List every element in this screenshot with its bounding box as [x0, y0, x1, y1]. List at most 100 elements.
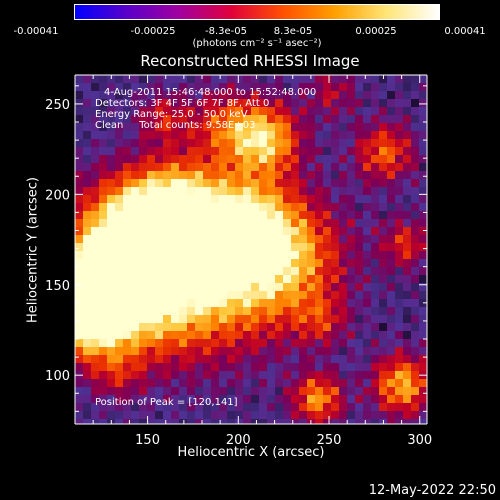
heatmap-cell — [75, 299, 84, 308]
heatmap-cell — [155, 371, 164, 380]
heatmap-cell — [339, 259, 348, 268]
heatmap-cell — [323, 259, 332, 268]
heatmap-cell — [323, 83, 332, 92]
heatmap-cell — [299, 307, 308, 316]
heatmap-cell — [163, 243, 172, 252]
heatmap-cell — [243, 171, 252, 180]
heatmap-cell — [99, 123, 108, 132]
heatmap-cell — [419, 99, 427, 108]
heatmap-cell — [91, 147, 100, 156]
heatmap-cell — [403, 315, 412, 324]
heatmap-cell — [419, 291, 427, 300]
heatmap-cell — [187, 115, 196, 124]
heatmap-cell — [163, 91, 172, 100]
heatmap-cell — [227, 339, 236, 348]
heatmap-cell — [371, 267, 380, 276]
heatmap-cell — [275, 179, 284, 188]
heatmap-cell — [259, 123, 268, 132]
heatmap-cell — [355, 291, 364, 300]
heatmap-cell — [323, 147, 332, 156]
heatmap-cell — [171, 171, 180, 180]
heatmap-cell — [419, 163, 427, 172]
y-tick-label: 250 — [45, 98, 70, 113]
heatmap-cell — [299, 99, 308, 108]
heatmap-cell — [331, 419, 340, 424]
heatmap-cell — [99, 291, 108, 300]
heatmap-cell — [339, 339, 348, 348]
heatmap-cell — [171, 419, 180, 424]
heatmap-cell — [107, 131, 116, 140]
heatmap-cell — [291, 195, 300, 204]
heatmap-cell — [75, 387, 84, 396]
heatmap-cell — [131, 107, 140, 116]
heatmap-cell — [379, 315, 388, 324]
heatmap-cell — [187, 283, 196, 292]
heatmap-cell — [195, 75, 204, 84]
heatmap-cell — [283, 339, 292, 348]
heatmap-cell — [131, 379, 140, 388]
heatmap-cell — [339, 323, 348, 332]
heatmap-cell — [155, 227, 164, 236]
heatmap-cell — [251, 411, 260, 420]
heatmap-cell — [187, 299, 196, 308]
heatmap-cell — [307, 323, 316, 332]
heatmap-cell — [227, 131, 236, 140]
heatmap-cell — [123, 371, 132, 380]
heatmap-cell — [75, 259, 84, 268]
heatmap-cell — [315, 275, 324, 284]
heatmap-cell — [83, 251, 92, 260]
heatmap-cell — [123, 219, 132, 228]
heatmap-cell — [411, 291, 420, 300]
heatmap-cell — [147, 347, 156, 356]
heatmap-cell — [355, 339, 364, 348]
heatmap-cell — [267, 179, 276, 188]
heatmap-cell — [107, 195, 116, 204]
heatmap-cell — [267, 419, 276, 424]
heatmap-cell — [347, 275, 356, 284]
heatmap-cell — [403, 395, 412, 404]
heatmap-cell — [259, 75, 268, 84]
heatmap-cell — [91, 395, 100, 404]
heatmap-cell — [267, 147, 276, 156]
heatmap-cell — [131, 395, 140, 404]
heatmap-cell — [195, 331, 204, 340]
heatmap-cell — [163, 283, 172, 292]
heatmap-cell — [331, 307, 340, 316]
heatmap-cell — [115, 379, 124, 388]
heatmap-cell — [107, 83, 116, 92]
heatmap-cell — [323, 347, 332, 356]
heatmap-cell — [387, 219, 396, 228]
heatmap-cell — [395, 75, 404, 84]
heatmap-cell — [91, 235, 100, 244]
heatmap-cell — [251, 147, 260, 156]
heatmap-cell — [83, 411, 92, 420]
heatmap-cell — [267, 411, 276, 420]
heatmap-cell — [179, 323, 188, 332]
heatmap-cell — [323, 211, 332, 220]
heatmap-cell — [147, 275, 156, 284]
heatmap-cell — [195, 243, 204, 252]
heatmap-cell — [403, 419, 412, 424]
heatmap-cell — [147, 243, 156, 252]
heatmap-cell — [403, 339, 412, 348]
heatmap-cell — [211, 371, 220, 380]
heatmap-cell — [179, 347, 188, 356]
heatmap-cell — [139, 195, 148, 204]
heatmap-cell — [323, 419, 332, 424]
heatmap-cell — [115, 75, 124, 84]
heatmap-cell — [299, 147, 308, 156]
heatmap-cell — [307, 155, 316, 164]
heatmap-cell — [419, 211, 427, 220]
heatmap-cell — [387, 307, 396, 316]
heatmap-cell — [163, 363, 172, 372]
heatmap-cell — [195, 267, 204, 276]
heatmap-cell — [331, 115, 340, 124]
heatmap-cell — [179, 131, 188, 140]
heatmap-cell — [131, 155, 140, 164]
heatmap-cell — [163, 291, 172, 300]
heatmap-cell — [91, 99, 100, 108]
heatmap-cell — [83, 379, 92, 388]
heatmap-cell — [331, 371, 340, 380]
heatmap-cell — [219, 259, 228, 268]
heatmap-cell — [139, 75, 148, 84]
